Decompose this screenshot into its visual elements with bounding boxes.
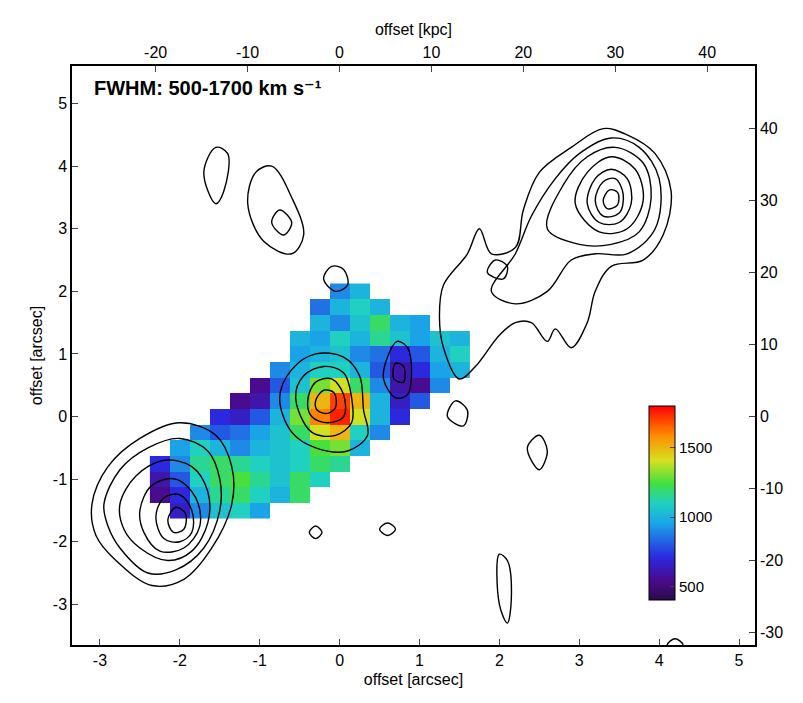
svg-text:5: 5 — [735, 652, 744, 669]
svg-text:-20: -20 — [760, 552, 783, 569]
svg-text:0: 0 — [58, 408, 67, 425]
svg-text:0: 0 — [760, 408, 769, 425]
svg-text:-30: -30 — [760, 624, 783, 641]
svg-text:5: 5 — [58, 95, 67, 112]
svg-text:-2: -2 — [53, 533, 67, 550]
svg-text:-2: -2 — [173, 652, 187, 669]
svg-text:30: 30 — [606, 44, 624, 61]
svg-text:500: 500 — [679, 578, 704, 595]
svg-text:-10: -10 — [236, 44, 259, 61]
svg-text:40: 40 — [698, 44, 716, 61]
svg-text:-10: -10 — [760, 480, 783, 497]
svg-text:offset [kpc]: offset [kpc] — [375, 21, 452, 38]
svg-text:20: 20 — [760, 264, 778, 281]
svg-text:1500: 1500 — [679, 439, 712, 456]
svg-text:40: 40 — [760, 120, 778, 137]
svg-text:3: 3 — [575, 652, 584, 669]
svg-text:1: 1 — [58, 346, 67, 363]
svg-text:0: 0 — [335, 44, 344, 61]
svg-text:offset [arcsec]: offset [arcsec] — [364, 671, 463, 688]
svg-text:1000: 1000 — [679, 508, 712, 525]
svg-text:-1: -1 — [53, 471, 67, 488]
svg-text:-1: -1 — [253, 652, 267, 669]
svg-text:offset [arcsec]: offset [arcsec] — [28, 306, 45, 405]
svg-text:-3: -3 — [53, 596, 67, 613]
svg-text:10: 10 — [760, 336, 778, 353]
svg-text:10: 10 — [423, 44, 441, 61]
svg-text:30: 30 — [760, 192, 778, 209]
svg-text:FWHM: 500-1700 km s⁻¹: FWHM: 500-1700 km s⁻¹ — [94, 77, 322, 99]
svg-text:-20: -20 — [144, 44, 167, 61]
svg-text:-3: -3 — [93, 652, 107, 669]
svg-text:3: 3 — [58, 220, 67, 237]
svg-text:4: 4 — [655, 652, 664, 669]
svg-text:20: 20 — [514, 44, 532, 61]
svg-text:2: 2 — [58, 283, 67, 300]
svg-text:0: 0 — [335, 652, 344, 669]
svg-text:2: 2 — [495, 652, 504, 669]
svg-text:1: 1 — [415, 652, 424, 669]
svg-text:4: 4 — [58, 158, 67, 175]
